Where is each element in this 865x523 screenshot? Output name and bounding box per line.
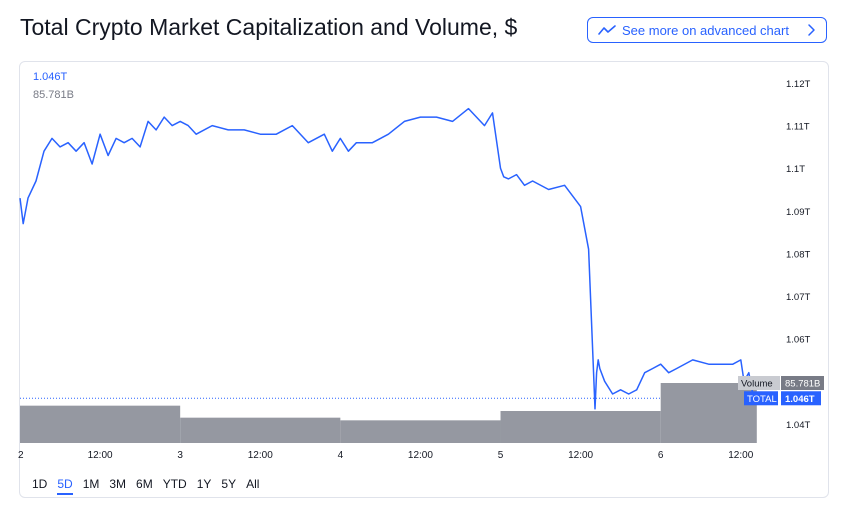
chart-title: Total Crypto Market Capitalization and V… (20, 14, 518, 40)
y-tick-label: 1.07T (786, 292, 810, 303)
x-tick-label: 12:00 (88, 450, 113, 461)
y-tick-label: 1.1T (786, 164, 805, 175)
volume-bar (180, 417, 341, 443)
volume-bar (340, 420, 501, 443)
x-tick-label: 12:00 (568, 450, 593, 461)
range-button-1d[interactable]: 1D (32, 477, 48, 491)
y-tick-label: 1.11T (786, 122, 810, 133)
total-tag-name-bg (744, 391, 778, 406)
x-tick-label: 12:00 (728, 450, 753, 461)
x-tick-label: 12:00 (248, 450, 273, 461)
range-button-6m[interactable]: 6M (136, 477, 153, 491)
range-button-ytd[interactable]: YTD (162, 477, 187, 491)
x-tick-label: 2 (18, 450, 24, 461)
total-tag-value: 1.046T (785, 394, 815, 405)
volume-tag-name-bg (738, 376, 780, 390)
y-tick-label: 1.04T (786, 420, 810, 431)
range-button-1y[interactable]: 1Y (196, 477, 212, 491)
y-tick-label: 1.08T (786, 249, 810, 260)
y-tick-label: 1.12T (786, 79, 810, 90)
range-button-3m[interactable]: 3M (109, 477, 127, 491)
legend-main-value: 1.046T (33, 71, 68, 83)
total-tag-name: TOTAL (747, 394, 777, 405)
range-button-5d[interactable]: 5D (57, 477, 74, 495)
x-tick-label: 4 (338, 450, 344, 461)
x-tick-label: 12:00 (408, 450, 433, 461)
volume-bar (500, 411, 661, 443)
advanced-chart-button[interactable]: See more on advanced chart (587, 17, 827, 43)
volume-tag-name: Volume (741, 379, 773, 390)
x-tick-label: 5 (498, 450, 504, 461)
range-button-1m[interactable]: 1M (82, 477, 100, 491)
x-tick-label: 3 (177, 450, 183, 461)
x-tick-label: 6 (658, 450, 664, 461)
volume-tag-value: 85.781B (785, 379, 820, 390)
volume-tag-value-bg (781, 376, 824, 390)
trend-line-icon (598, 24, 616, 36)
range-selector: 1D 5D 1M 3M 6M YTD 1Y 5Y All (32, 477, 269, 495)
volume-bar (660, 383, 757, 443)
total-tag-value-bg (781, 391, 821, 406)
range-button-5y[interactable]: 5Y (221, 477, 237, 491)
volume-bar (20, 405, 181, 443)
advanced-chart-label: See more on advanced chart (622, 22, 789, 38)
y-tick-label: 1.06T (786, 335, 810, 346)
range-button-all[interactable]: All (246, 477, 260, 491)
market-cap-line (19, 107, 757, 410)
y-tick-label: 1.09T (786, 207, 810, 218)
legend-volume-value: 85.781B (33, 89, 74, 101)
chevron-right-icon (806, 23, 816, 37)
